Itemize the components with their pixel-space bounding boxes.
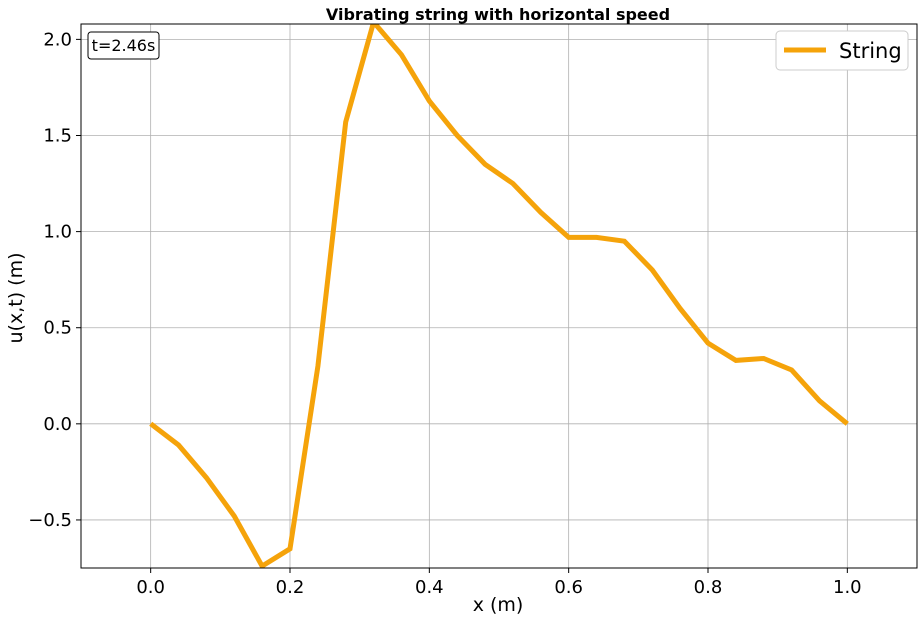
x-tick-label: 0.6	[554, 577, 583, 598]
y-tick-label: 1.0	[43, 222, 72, 243]
time-annotation: t=2.46s	[87, 31, 160, 60]
plot-frame	[80, 23, 918, 569]
y-axis-ticks: −0.5 0.0 0.5 1.0 1.5 2.0	[28, 29, 81, 531]
y-tick-label: 0.5	[43, 318, 72, 339]
x-tick-label: 1.0	[833, 577, 862, 598]
legend: String	[775, 30, 909, 71]
grid	[81, 24, 917, 568]
x-tick-label: 0.4	[415, 577, 444, 598]
x-axis-ticks: 0.0 0.2 0.4 0.6 0.8 1.0	[136, 568, 862, 598]
time-annotation-text: t=2.46s	[92, 36, 156, 55]
y-tick-label: 0.0	[43, 414, 72, 435]
y-axis-label: u(x,t) (m)	[5, 253, 27, 344]
x-tick-label: 0.2	[276, 577, 305, 598]
legend-label: String	[839, 39, 902, 63]
time-annotation-box	[87, 31, 160, 60]
x-tick-label: 0.8	[694, 577, 723, 598]
y-tick-label: −0.5	[28, 510, 72, 531]
x-axis-label: x (m)	[473, 594, 524, 616]
plot-area	[80, 23, 918, 569]
y-tick-label: 2.0	[43, 29, 72, 50]
x-tick-label: 0.0	[136, 577, 165, 598]
legend-box	[775, 30, 909, 71]
y-tick-label: 1.5	[43, 125, 72, 146]
chart-title: Vibrating string with horizontal speed	[326, 5, 670, 24]
series-line-string	[149, 24, 849, 568]
